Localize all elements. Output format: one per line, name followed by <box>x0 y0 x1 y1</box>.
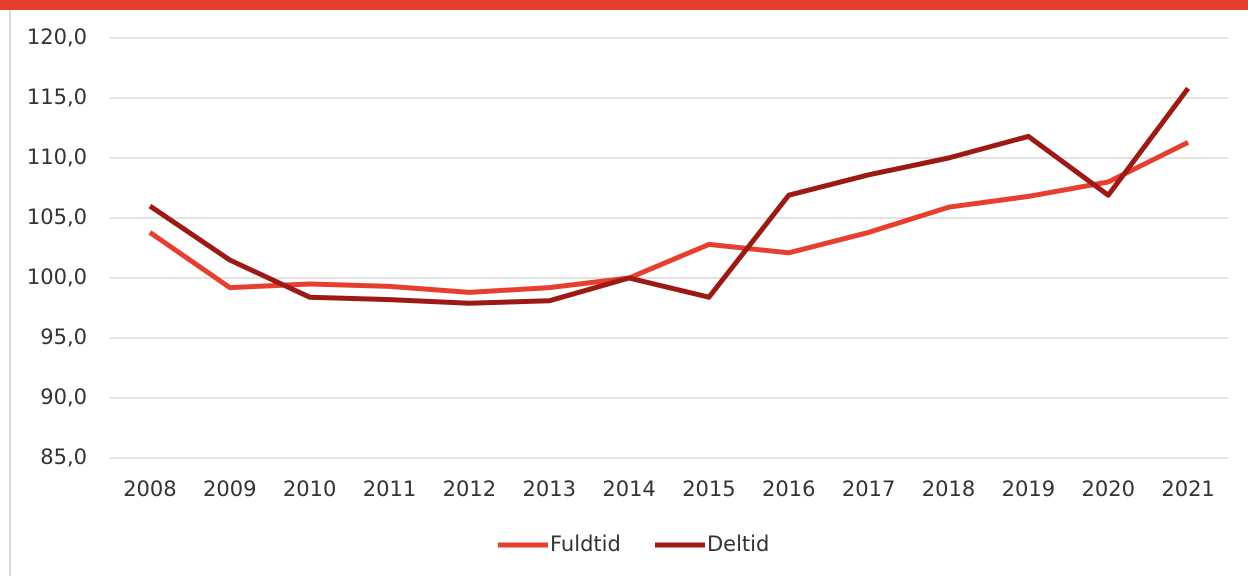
x-tick-label: 2014 <box>602 477 655 501</box>
line-series <box>148 86 1191 306</box>
x-tick-label: 2020 <box>1081 477 1134 501</box>
x-tick-label: 2011 <box>363 477 416 501</box>
x-tick-label: 2013 <box>522 477 575 501</box>
y-tick-label: 95,0 <box>40 325 87 349</box>
y-tick-label: 105,0 <box>27 205 87 229</box>
x-tick-label: 2015 <box>682 477 735 501</box>
x-tick-label: 2009 <box>203 477 256 501</box>
y-tick-label: 110,0 <box>27 145 87 169</box>
y-tick-label: 85,0 <box>40 445 87 469</box>
legend-label: Fuldtid <box>550 532 621 556</box>
x-tick-label: 2010 <box>283 477 336 501</box>
x-tick-label: 2018 <box>922 477 975 501</box>
x-tick-label: 2019 <box>1002 477 1055 501</box>
y-tick-label: 100,0 <box>27 265 87 289</box>
top-bar <box>0 0 1248 10</box>
line-series <box>148 140 1190 295</box>
legend-label: Deltid <box>707 532 769 556</box>
y-tick-label: 115,0 <box>27 85 87 109</box>
x-tick-label: 2012 <box>443 477 496 501</box>
y-tick-label: 120,0 <box>27 25 87 49</box>
x-tick-label: 2016 <box>762 477 815 501</box>
y-tick-label: 90,0 <box>40 385 87 409</box>
x-tick-label: 2021 <box>1161 477 1214 501</box>
x-tick-label: 2017 <box>842 477 895 501</box>
x-tick-label: 2008 <box>123 477 176 501</box>
